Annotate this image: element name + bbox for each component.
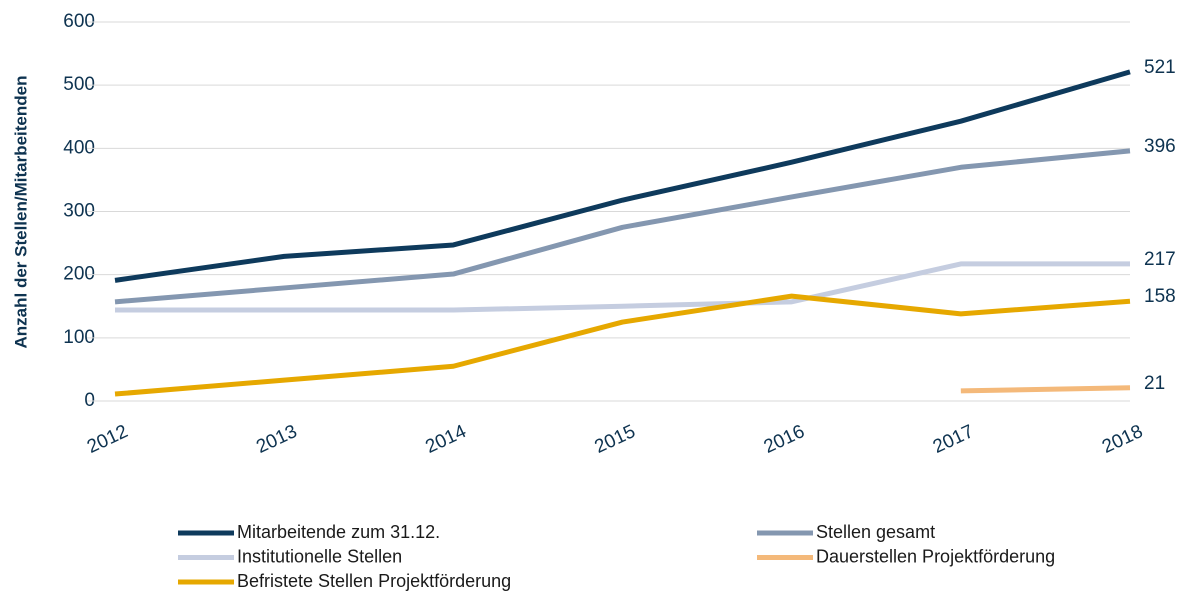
- end-label: 217: [1144, 249, 1176, 270]
- series-line: [114, 293, 1131, 397]
- end-label: 158: [1144, 286, 1176, 307]
- x-tick-label: 2014: [422, 421, 470, 458]
- legend-label: Dauerstellen Projektförderung: [816, 546, 1055, 566]
- x-tick-label: 2013: [253, 421, 300, 458]
- series-line: [114, 148, 1131, 305]
- series-line: [960, 385, 1131, 394]
- x-tick-label: 2016: [761, 421, 808, 458]
- y-tick-label: 400: [63, 137, 95, 158]
- legend-label: Institutionelle Stellen: [237, 546, 402, 566]
- legend-label: Stellen gesamt: [816, 522, 935, 542]
- end-label: 21: [1144, 373, 1165, 394]
- end-label: 521: [1144, 57, 1176, 78]
- series-line: [114, 69, 1131, 283]
- legend-label: Befristete Stellen Projektförderung: [237, 571, 511, 591]
- end-label: 396: [1144, 136, 1176, 157]
- y-tick-label: 300: [63, 201, 95, 222]
- x-tick-label: 2015: [592, 421, 639, 458]
- x-tick-label: 2018: [1099, 421, 1146, 458]
- series-line: [115, 261, 1130, 313]
- y-tick-label: 200: [63, 264, 95, 285]
- y-tick-label: 600: [63, 11, 95, 32]
- x-tick-label: 2012: [84, 421, 131, 458]
- y-tick-label: 100: [63, 327, 95, 348]
- x-tick-label: 2017: [930, 421, 977, 458]
- y-tick-label: 500: [63, 74, 95, 95]
- y-axis-label: Anzahl der Stellen/Mitarbeitenden: [11, 76, 30, 349]
- legend-label: Mitarbeitende zum 31.12.: [237, 522, 440, 542]
